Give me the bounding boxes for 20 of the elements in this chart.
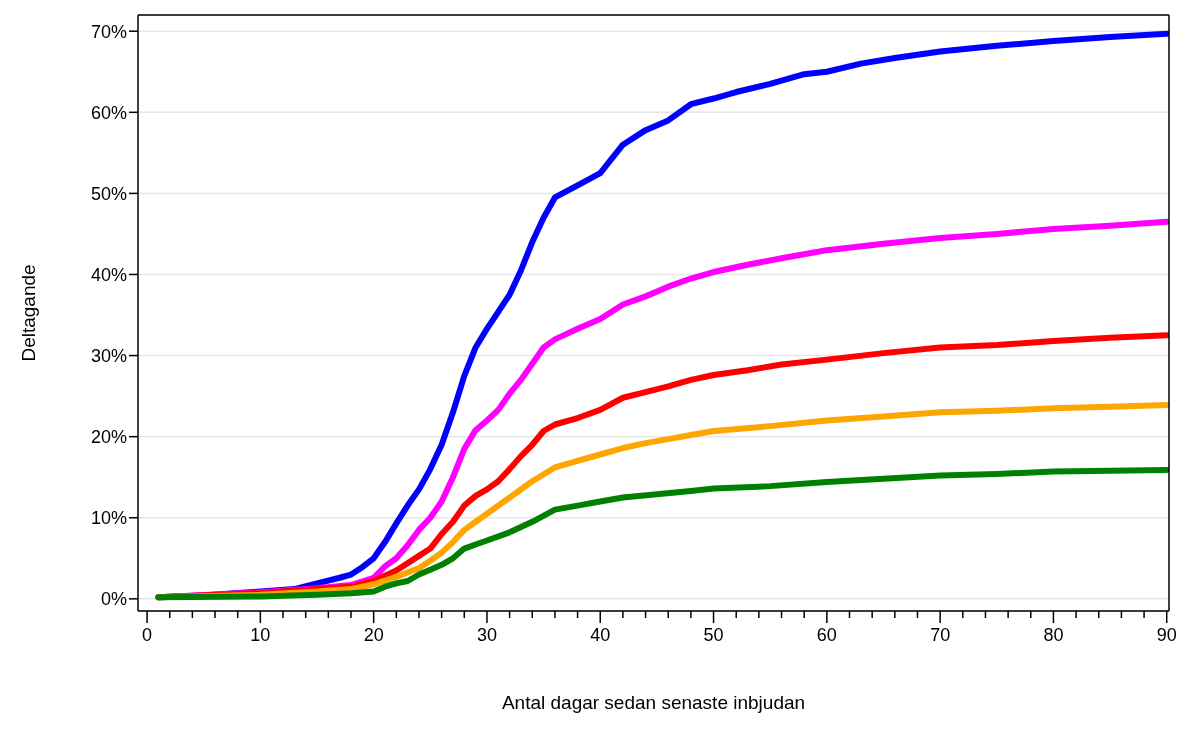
y-tick-label: 50% (90, 183, 127, 204)
y-tick-label: 0% (100, 589, 127, 610)
x-tick-label: 0 (142, 625, 153, 645)
x-tick-label: 10 (250, 625, 271, 645)
x-tick-label: 30 (476, 625, 497, 645)
y-tick-label: 30% (90, 345, 127, 366)
x-axis-title: Antal dagar sedan senaste inbjudan (501, 692, 806, 713)
y-axis-title: Deltagande (17, 264, 39, 362)
x-tick-label: 70 (930, 625, 951, 645)
y-tick-label: 60% (90, 102, 127, 123)
x-tick-label: 90 (1156, 625, 1177, 645)
y-tick-label: 20% (90, 427, 127, 448)
x-tick-label: 80 (1043, 625, 1064, 645)
y-tick-label: 10% (90, 508, 127, 529)
x-tick-label: 20 (363, 625, 384, 645)
x-tick-label: 50 (703, 625, 724, 645)
y-tick-label: 40% (90, 264, 127, 285)
y-tick-label: 70% (90, 21, 127, 42)
x-tick-label: 60 (816, 625, 837, 645)
x-tick-label: 40 (590, 625, 611, 645)
